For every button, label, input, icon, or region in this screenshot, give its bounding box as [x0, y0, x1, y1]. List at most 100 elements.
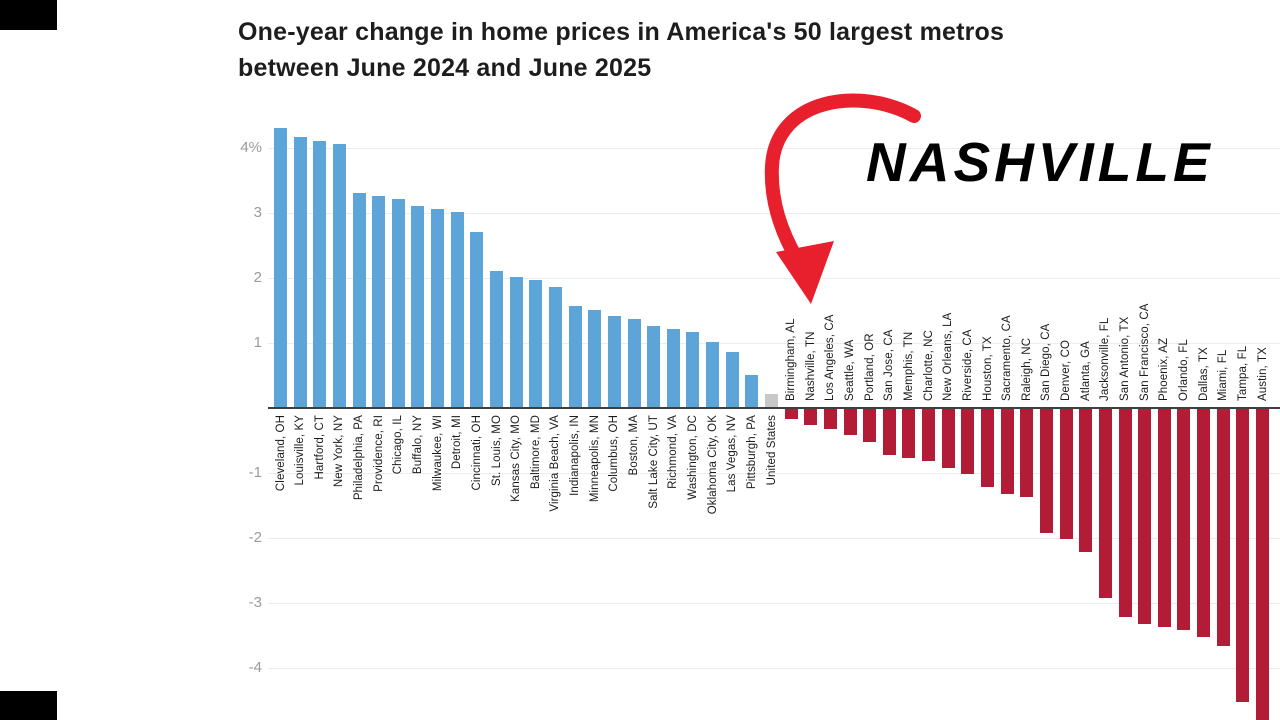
bar: [607, 316, 621, 407]
bar-label: New York, NY: [333, 415, 346, 488]
bar: [568, 306, 582, 407]
bar: [411, 205, 425, 407]
bar: [1236, 409, 1250, 702]
bar: [1079, 409, 1093, 552]
bar-label: Dallas, TX: [1197, 347, 1210, 401]
red-arrow-icon: [764, 93, 921, 304]
bar: [902, 409, 916, 458]
bar: [490, 270, 504, 407]
bar-label: Orlando, FL: [1177, 339, 1190, 401]
bar: [804, 409, 818, 426]
bar-label: Tampa, FL: [1236, 345, 1249, 401]
bar: [686, 332, 700, 407]
bar-label: Indianapolis, IN: [569, 415, 582, 496]
bar: [765, 394, 778, 407]
bar-label: Buffalo, NY: [411, 415, 424, 475]
bar: [823, 409, 837, 429]
bar-label: Seattle, WA: [844, 339, 857, 401]
bar: [725, 351, 739, 407]
bar: [529, 280, 543, 407]
bar-label: Memphis, TN: [902, 331, 915, 401]
bar: [1157, 409, 1171, 627]
bar: [352, 192, 366, 407]
bar-label: Richmond, VA: [667, 415, 680, 489]
chart-title-line1: One-year change in home prices in Americ…: [238, 18, 1005, 46]
red-arrow-head: [776, 241, 834, 304]
bar-label: Austin, TX: [1256, 347, 1269, 401]
y-tick-label: 3: [253, 204, 262, 221]
gridline: [268, 602, 1280, 604]
chart-title-line2: between June 2024 and June 2025: [238, 54, 652, 83]
bar: [745, 374, 759, 407]
y-tick-label: 4%: [240, 139, 262, 156]
bar: [961, 409, 975, 474]
bar-label: Hartford, CT: [313, 415, 326, 480]
bar: [922, 409, 936, 461]
chart-title: One-year change in home prices in Americ…: [238, 14, 1198, 87]
y-tick-label: -4: [248, 659, 262, 676]
bar: [1000, 409, 1014, 494]
bar: [1098, 409, 1112, 598]
bar: [332, 143, 346, 407]
bar: [706, 342, 720, 407]
bar: [1177, 409, 1191, 630]
zero-axis-line: [268, 407, 1280, 409]
bar: [784, 409, 798, 419]
bar-label: Providence, RI: [372, 415, 385, 492]
bar: [666, 329, 680, 407]
bar-label: Milwaukee, WI: [431, 415, 444, 492]
bar-label: Boston, MA: [628, 415, 641, 476]
bar: [1216, 409, 1230, 647]
bar: [882, 409, 896, 455]
bar-label: Phoenix, AZ: [1158, 337, 1171, 401]
gridline: [268, 537, 1280, 539]
bar: [1118, 409, 1132, 617]
bar: [1059, 409, 1073, 539]
bar-label: Detroit, MI: [451, 415, 464, 470]
bar-label: Portland, OR: [863, 333, 876, 401]
corner-mark-bottom-left: [0, 691, 57, 720]
bar: [548, 286, 562, 407]
bar-label: Los Angeles, CA: [824, 314, 837, 401]
bar: [470, 231, 484, 407]
bar: [627, 319, 641, 407]
bar-label: Miami, FL: [1217, 349, 1230, 401]
corner-mark-top-left: [0, 0, 57, 30]
bar-label: Charlotte, NC: [922, 330, 935, 401]
nashville-callout: NASHVILLE: [866, 131, 1214, 193]
y-tick-label: -1: [248, 464, 262, 481]
bar-label: Oklahoma City, OK: [706, 415, 719, 515]
bar: [588, 309, 602, 407]
bar-label: Atlanta, GA: [1079, 341, 1092, 401]
y-tick-label: 2: [253, 269, 262, 286]
bar-label: Minneapolis, MN: [588, 415, 601, 503]
bar: [313, 140, 327, 407]
gridline: [268, 342, 1280, 344]
bar-label: Columbus, OH: [608, 415, 621, 492]
y-tick-label: -2: [248, 529, 262, 546]
bar-label: United States: [765, 415, 778, 486]
bar: [981, 409, 995, 487]
bar-label: San Diego, CA: [1040, 323, 1053, 401]
bar-label: Las Vegas, NV: [726, 415, 739, 493]
bar-label: Nashville, TN: [804, 331, 817, 401]
bar: [1197, 409, 1211, 637]
bar: [372, 195, 386, 407]
bar-label: Philadelphia, PA: [353, 415, 366, 501]
bar: [843, 409, 857, 435]
bar-label: Raleigh, NC: [1020, 337, 1033, 401]
bar-label: Birmingham, AL: [785, 318, 798, 401]
bar-label: Louisville, KY: [294, 415, 307, 486]
bar: [431, 208, 445, 407]
bar: [863, 409, 877, 442]
bar: [647, 325, 661, 407]
bar-label: St. Louis, MO: [490, 415, 503, 486]
bar-label: Virginia Beach, VA: [549, 415, 562, 512]
bar-label: Houston, TX: [981, 336, 994, 401]
red-arrow-shaft: [764, 93, 921, 271]
bar-label: Cleveland, OH: [274, 415, 287, 492]
bar: [274, 127, 287, 407]
y-tick-label: -3: [248, 594, 262, 611]
gridline: [268, 472, 1280, 474]
